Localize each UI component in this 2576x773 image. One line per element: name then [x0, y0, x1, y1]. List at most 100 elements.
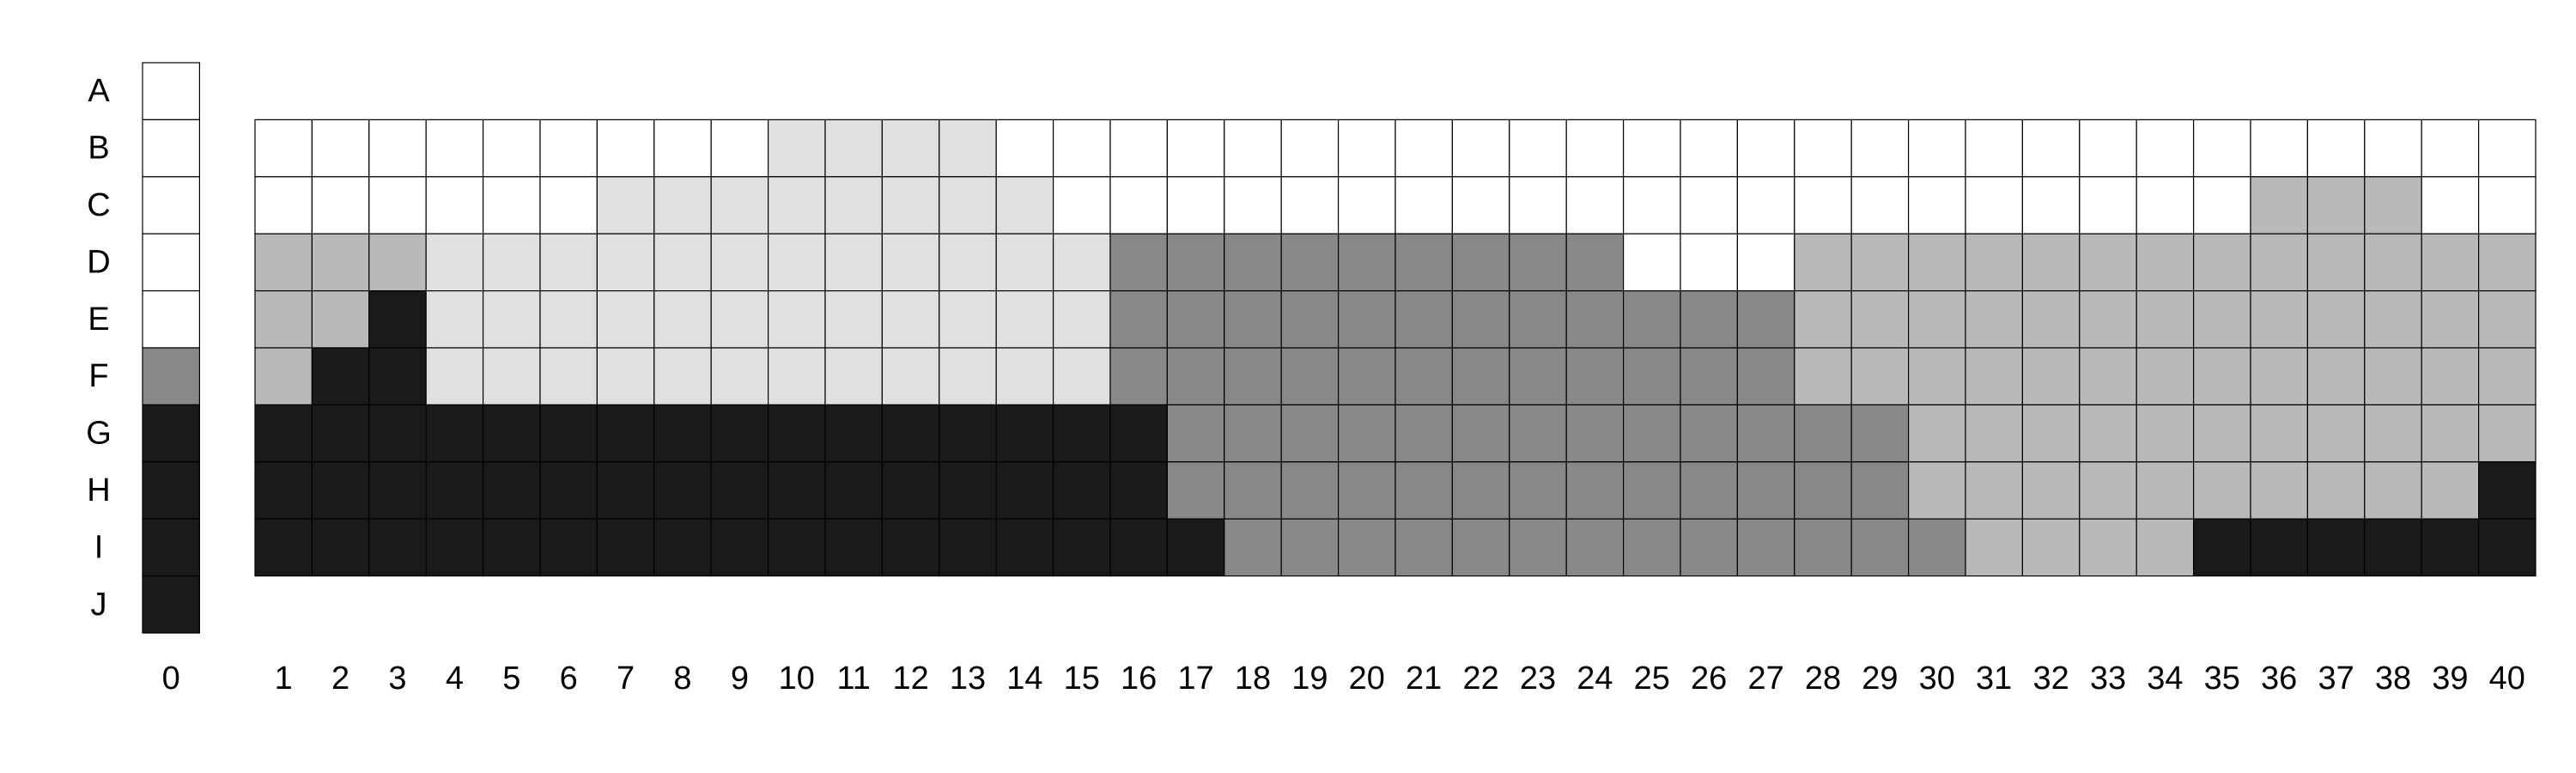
grid-cell	[939, 119, 997, 178]
grid-cell	[425, 233, 484, 292]
grid-cell	[1052, 233, 1111, 292]
grid-cell	[1109, 461, 1169, 520]
grid-cell	[1680, 176, 1739, 234]
grid-cell	[425, 176, 484, 234]
grid-cell	[539, 176, 598, 234]
grid-cell	[1052, 461, 1111, 520]
grid-cell	[368, 119, 427, 178]
column-label: 23	[1520, 660, 1556, 697]
grid-cell	[596, 347, 655, 406]
grid-cell	[2421, 233, 2480, 292]
grid-cell	[368, 176, 427, 234]
grid-cell	[2421, 461, 2480, 520]
grid-cell	[1166, 347, 1225, 406]
grid-cell	[2193, 461, 2251, 520]
grid-cell	[596, 518, 655, 577]
column-label: 0	[162, 660, 180, 697]
grid-cell	[1965, 290, 2024, 349]
grid-cell	[254, 119, 313, 178]
grid-cell	[2250, 518, 2309, 577]
grid-cell	[2421, 119, 2480, 178]
column-label: 3	[388, 660, 406, 697]
grid-cell	[767, 347, 826, 406]
grid-cell	[1451, 518, 1510, 577]
grid-cell	[1394, 404, 1454, 463]
column-label: 24	[1577, 660, 1613, 697]
grid-cell	[824, 404, 884, 463]
grid-cell	[2421, 518, 2480, 577]
grid-cell	[2306, 176, 2366, 234]
row-label: B	[88, 131, 109, 167]
column-0-cell	[142, 404, 201, 463]
grid-cell	[767, 233, 826, 292]
grid-cell	[710, 233, 769, 292]
grid-cell	[539, 404, 598, 463]
grid-cell	[995, 290, 1054, 349]
grid-cell	[1224, 404, 1282, 463]
grid-cell	[1509, 233, 1567, 292]
grid-cell	[1622, 119, 1681, 178]
grid-cell	[596, 119, 655, 178]
grid-cell	[767, 119, 826, 178]
grid-cell	[1224, 347, 1282, 406]
grid-cell	[2136, 347, 2195, 406]
grid-cell	[596, 461, 655, 520]
grid-cell	[824, 518, 884, 577]
grid-cell	[1794, 290, 1852, 349]
row-label: J	[91, 587, 107, 623]
grid-cell	[1908, 176, 1966, 234]
grid-cell	[1680, 347, 1739, 406]
grid-cell	[2193, 119, 2251, 178]
grid-cell	[1224, 461, 1282, 520]
grid-cell	[710, 347, 769, 406]
column-label: 4	[446, 660, 464, 697]
grid-cell	[2364, 290, 2422, 349]
grid-cell	[2079, 518, 2137, 577]
grid-cell	[254, 347, 313, 406]
column-0	[142, 62, 201, 634]
grid-cell	[1166, 176, 1225, 234]
grid-cell	[881, 518, 940, 577]
grid-cell	[2306, 404, 2366, 463]
grid-cell	[1166, 119, 1225, 178]
grid-cell	[2421, 347, 2480, 406]
grid-cell	[2364, 347, 2422, 406]
grid-cell	[995, 119, 1054, 178]
grid-cell	[1908, 119, 1966, 178]
grid-cell	[653, 518, 712, 577]
grid-cell	[1794, 461, 1852, 520]
grid-cell	[1509, 119, 1567, 178]
grid-cell	[1394, 347, 1454, 406]
grid-cell	[1224, 290, 1282, 349]
grid-cell	[1622, 290, 1681, 349]
grid-cell	[1052, 518, 1111, 577]
grid-cell	[1451, 233, 1510, 292]
grid-cell	[653, 119, 712, 178]
grid-cell	[1109, 176, 1169, 234]
grid-cell	[425, 290, 484, 349]
grid-cell	[482, 461, 541, 520]
grid-cell	[1680, 461, 1739, 520]
grid-cell	[1509, 176, 1567, 234]
grid-cell	[1965, 233, 2024, 292]
grid-cell	[1850, 176, 1910, 234]
grid-cell	[1794, 518, 1852, 577]
grid-cell	[939, 404, 997, 463]
grid-cell	[1622, 461, 1681, 520]
grid-cell	[2079, 233, 2137, 292]
grid-cell	[1280, 176, 1340, 234]
grid-cell	[1280, 404, 1340, 463]
column-label: 18	[1235, 660, 1271, 697]
grid-cell	[2306, 518, 2366, 577]
grid-cell	[824, 347, 884, 406]
grid-cell	[1622, 518, 1681, 577]
row-label: A	[88, 73, 110, 109]
grid-cell	[2478, 518, 2537, 577]
column-0-cell	[142, 290, 201, 349]
grid-cell	[1736, 347, 1795, 406]
grid-cell	[881, 347, 940, 406]
grid-cell	[1337, 233, 1396, 292]
column-label: 7	[617, 660, 635, 697]
row-label: I	[94, 529, 104, 565]
grid-cell	[2306, 290, 2366, 349]
